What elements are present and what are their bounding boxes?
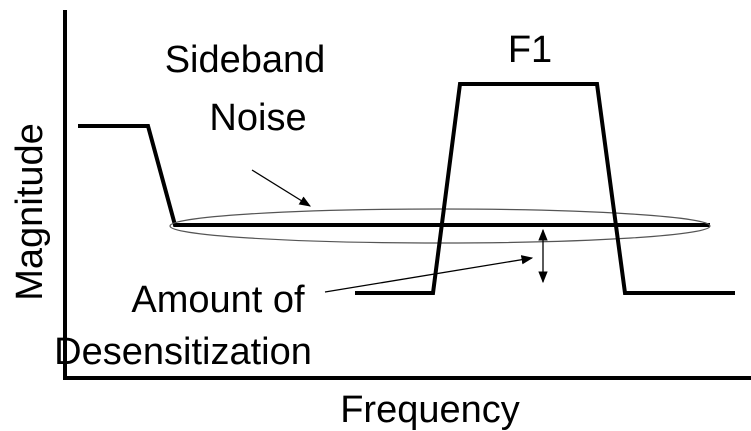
signal-label: F1 xyxy=(508,29,552,71)
signal-curve xyxy=(355,82,735,295)
desense-label: Desensitization xyxy=(54,331,312,373)
desense-pointer xyxy=(324,255,534,293)
noise-label: Noise xyxy=(209,97,306,139)
y-axis-label: Magnitude xyxy=(9,123,51,300)
noise-pointer xyxy=(251,169,311,207)
x-axis-label: Frequency xyxy=(340,389,520,431)
desense-label: Amount of xyxy=(131,279,305,321)
noise-label: Sideband xyxy=(165,39,326,81)
